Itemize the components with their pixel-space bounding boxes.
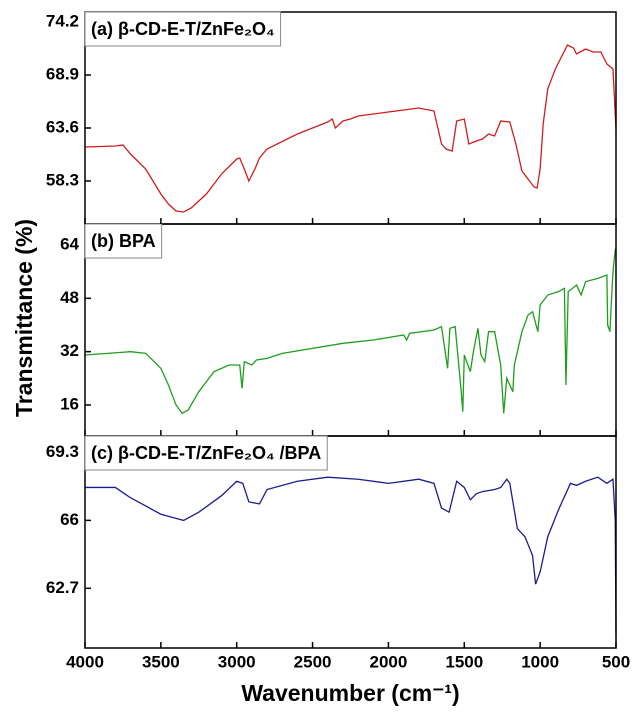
x-tick-label: 1000 <box>521 652 559 671</box>
y-tick-label: 69.3 <box>46 442 79 461</box>
x-tick-label: 3000 <box>218 652 256 671</box>
panel-frame <box>84 223 617 437</box>
panel-title: (b) BPA <box>91 231 156 251</box>
x-axis-label: Wavenumber (cm⁻¹) <box>241 680 459 706</box>
y-tick-label: 62.7 <box>46 578 79 597</box>
spectrum-line <box>84 248 617 415</box>
y-axis-label: Transmittance (%) <box>11 219 37 417</box>
y-tick-label: 66 <box>60 510 79 529</box>
y-tick-label: 48 <box>60 288 79 307</box>
panel-title: (a) β-CD-E-T/ZnFe₂O₄ <box>91 19 275 39</box>
x-tick-label: 500 <box>602 652 630 671</box>
title-box <box>84 11 282 47</box>
title-box <box>84 223 163 259</box>
x-tick-label: 3500 <box>142 652 180 671</box>
y-tick-label: 63.6 <box>46 117 79 136</box>
x-tick-label: 2000 <box>370 652 408 671</box>
y-tick-label: 74.2 <box>46 11 79 30</box>
panel-frame <box>84 435 617 649</box>
x-tick-label: 1500 <box>445 652 483 671</box>
y-tick-label: 68.9 <box>46 64 79 83</box>
y-tick-label: 32 <box>60 341 79 360</box>
y-tick-label: 16 <box>60 394 79 413</box>
spectrum-line <box>84 44 617 213</box>
title-box <box>84 435 328 471</box>
x-tick-label: 2500 <box>294 652 332 671</box>
spectrum-line <box>85 476 617 634</box>
panel-title: (c) β-CD-E-T/ZnFe₂O₄ /BPA <box>91 443 321 463</box>
x-tick-label: 4000 <box>66 652 104 671</box>
y-tick-label: 64 <box>60 234 79 253</box>
y-tick-label: 58.3 <box>46 170 79 189</box>
